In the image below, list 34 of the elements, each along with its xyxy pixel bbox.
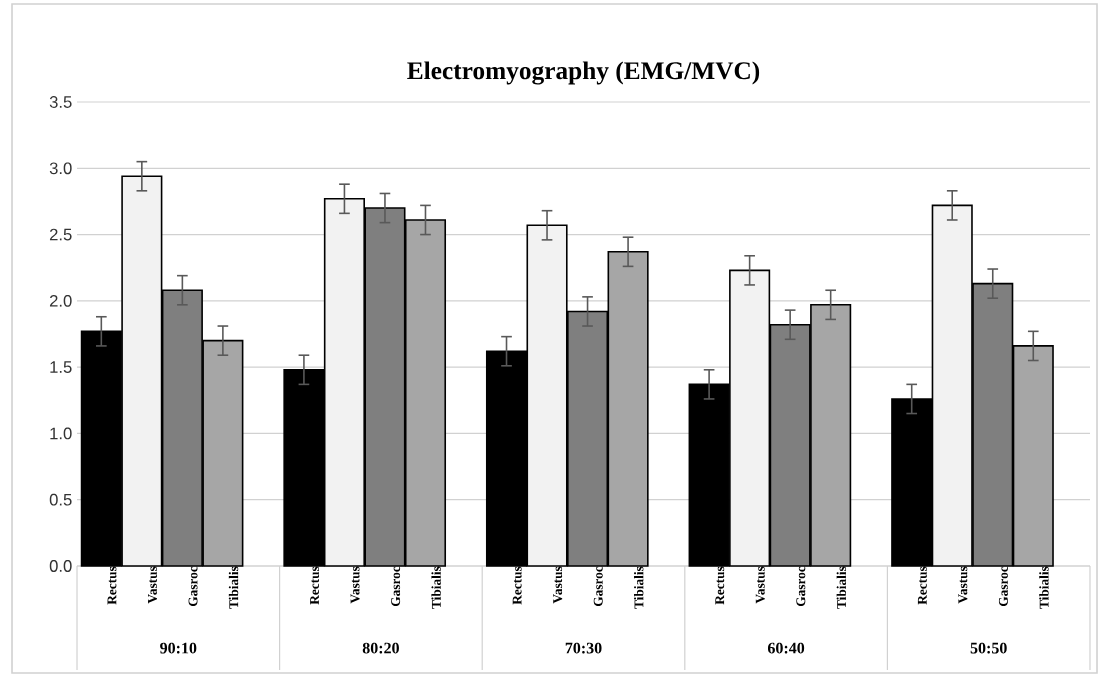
y-tick-label: 2.5 <box>49 228 72 241</box>
text: Gasroc <box>593 566 603 607</box>
text: Gasroc <box>188 566 198 607</box>
text: Vastus <box>350 566 360 604</box>
text: Tibialis <box>228 566 239 609</box>
text: Vastus <box>148 566 157 604</box>
text: Gasroc <box>796 566 806 607</box>
text: Tibialis <box>1039 566 1049 609</box>
text: Rectus <box>107 566 117 605</box>
y-tick-label: 1.0 <box>50 427 72 440</box>
x-tick-label: 60:40 <box>767 642 805 654</box>
y-tick-label: 3.5 <box>49 96 72 108</box>
y-tick-label: 1.5 <box>50 361 72 373</box>
text: Gasroc <box>391 566 401 607</box>
text: Tibialis <box>836 566 847 609</box>
y-tick-label: 0.5 <box>49 493 72 506</box>
x-tick-label: 50:50 <box>970 642 1007 654</box>
text: Rectus <box>310 566 320 605</box>
x-tick-label: 90:10 <box>160 642 197 654</box>
text: Vastus <box>755 566 765 604</box>
x-tick-label: 80:20 <box>362 642 399 654</box>
x-tick-label: 70:30 <box>565 642 602 654</box>
text: Vastus <box>958 566 968 604</box>
text: Gasroc <box>998 566 1008 607</box>
y-tick-label: 3.0 <box>49 162 72 175</box>
text: Rectus <box>917 566 927 605</box>
chart-title: Electromyography (EMG/MVC) <box>407 61 760 85</box>
y-tick-label: 0.0 <box>49 560 72 572</box>
y-tick-label: 2.0 <box>49 294 72 307</box>
text: Tibialis <box>634 566 644 609</box>
text: Tibialis <box>431 566 441 609</box>
text: Vastus <box>553 566 563 604</box>
text: Rectus <box>715 566 725 605</box>
text: Rectus <box>512 566 522 605</box>
